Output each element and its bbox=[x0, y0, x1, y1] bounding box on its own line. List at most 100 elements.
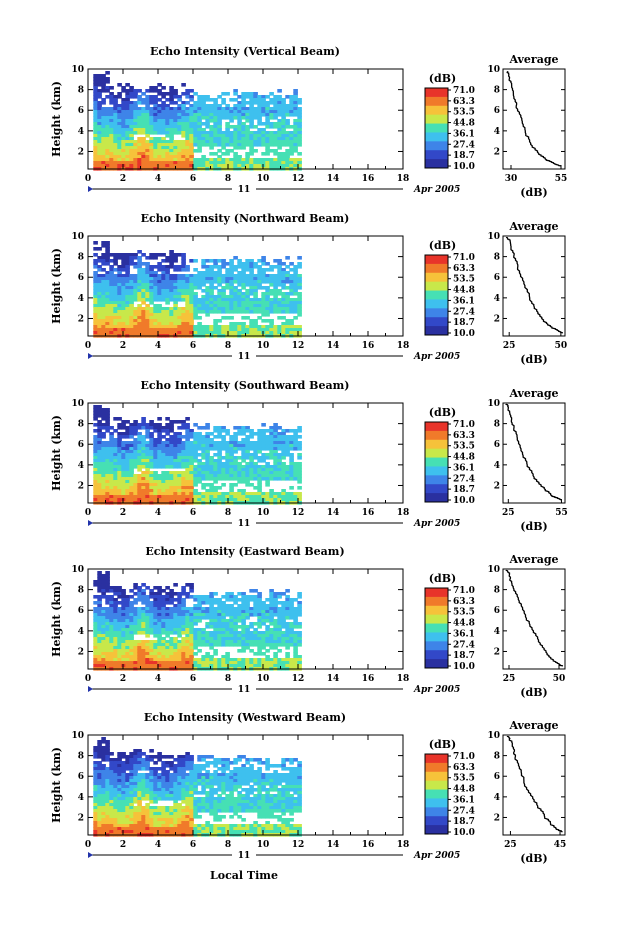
colorbar-tick-label: 10.0 bbox=[453, 329, 475, 339]
y-tick-label: 10 bbox=[71, 399, 84, 409]
x-tick-label: 18 bbox=[397, 174, 410, 184]
colorbar-swatch bbox=[425, 588, 448, 598]
x-tick-label: 2 bbox=[120, 674, 126, 684]
average-profile-plot: Average 2 4 6 8 10 25 50 (dB) bbox=[487, 553, 566, 699]
date-label: 11 bbox=[238, 851, 251, 861]
avg-y-tick-label: 4 bbox=[494, 627, 500, 637]
colorbar-tick-label: 44.8 bbox=[453, 785, 475, 795]
colorbar-swatch bbox=[425, 771, 448, 782]
x-tick-label: 10 bbox=[257, 840, 270, 850]
colorbar-swatch bbox=[425, 780, 448, 791]
panel-3: 0 2 4 6 8 10 12 14 16 18 2 4 6 8 10 Echo Intensity (Sou… bbox=[50, 379, 568, 533]
x-tick-label: 8 bbox=[225, 674, 231, 684]
avg-y-tick-label: 4 bbox=[494, 461, 500, 471]
y-tick-label: 10 bbox=[71, 731, 84, 741]
colorbar-tick-label: 63.3 bbox=[453, 264, 475, 274]
date-marker bbox=[88, 186, 93, 192]
colorbar-swatch bbox=[425, 475, 448, 485]
colorbar-swatch bbox=[425, 754, 448, 764]
avg-y-tick-label: 6 bbox=[494, 106, 500, 116]
x-tick-label: 2 bbox=[120, 840, 126, 850]
colorbar-swatch bbox=[425, 132, 448, 142]
y-tick-label: 6 bbox=[78, 440, 84, 450]
x-tick-label: 8 bbox=[225, 174, 231, 184]
x-tick-label: 0 bbox=[85, 674, 91, 684]
x-tick-label: 2 bbox=[120, 508, 126, 518]
average-profile-plot: Average 2 4 6 8 10 25 55 (dB) bbox=[487, 387, 567, 533]
average-title: Average bbox=[508, 220, 558, 233]
average-frame bbox=[502, 68, 566, 170]
average-profile-line bbox=[505, 569, 564, 667]
x-tick-label: 14 bbox=[327, 674, 340, 684]
x-tick-label: 16 bbox=[362, 508, 375, 518]
colorbar-frame bbox=[424, 587, 449, 669]
y-tick-label: 2 bbox=[78, 481, 84, 491]
x-tick-label: 8 bbox=[225, 508, 231, 518]
colorbar-swatch bbox=[425, 159, 448, 169]
colorbar-tick-label: 71.0 bbox=[453, 253, 475, 263]
average-frame bbox=[502, 235, 566, 337]
date-suffix: Apr 2005 bbox=[413, 851, 460, 861]
panel-4: 0 2 4 6 8 10 12 14 16 18 2 4 6 8 10 Echo Intensity (Eas… bbox=[50, 545, 566, 699]
colorbar-tick-label: 18.7 bbox=[453, 318, 475, 328]
average-title: Average bbox=[508, 553, 558, 566]
y-axis-label: Height (km) bbox=[50, 248, 63, 324]
colorbar-tick-label: 53.5 bbox=[453, 275, 475, 285]
average-profile-plot: Average 2 4 6 8 10 25 45 (dB) bbox=[487, 719, 566, 865]
colorbar-swatch bbox=[425, 308, 448, 318]
average-profile-plot: Average 2 4 6 8 10 25 50 (dB) bbox=[487, 220, 567, 366]
colorbar-tick-label: 36.1 bbox=[453, 129, 475, 139]
colorbar-tick-label: 27.4 bbox=[453, 307, 475, 317]
y-tick-label: 2 bbox=[78, 813, 84, 823]
x-tick-label: 16 bbox=[362, 840, 375, 850]
colorbar-swatch bbox=[425, 272, 448, 283]
x-axis-label: Local Time bbox=[210, 869, 278, 882]
date-suffix: Apr 2005 bbox=[413, 685, 460, 695]
avg-y-tick-label: 8 bbox=[494, 420, 500, 430]
colorbar-swatch bbox=[425, 596, 448, 607]
average-frame bbox=[502, 402, 566, 504]
avg-y-tick-label: 10 bbox=[487, 399, 500, 409]
average-profile-plot: Average 2 4 6 8 10 30 55 (dB) bbox=[487, 53, 567, 199]
panel-title: Echo Intensity (Vertical Beam) bbox=[150, 45, 340, 58]
average-frame bbox=[502, 734, 566, 836]
avg-x-tick-label: 45 bbox=[554, 840, 567, 850]
x-tick-label: 16 bbox=[362, 174, 375, 184]
avg-y-tick-label: 2 bbox=[494, 147, 500, 157]
date-label: 11 bbox=[238, 352, 251, 362]
avg-x-tick-label: 25 bbox=[502, 508, 515, 518]
y-tick-label: 10 bbox=[71, 232, 84, 242]
colorbar-swatch bbox=[425, 123, 448, 133]
y-tick-label: 4 bbox=[78, 461, 84, 471]
avg-x-axis-label: (dB) bbox=[520, 353, 547, 366]
heatmap-field bbox=[93, 405, 302, 505]
y-tick-label: 4 bbox=[78, 627, 84, 637]
date-marker bbox=[88, 686, 93, 692]
colorbar-swatch bbox=[425, 150, 448, 160]
colorbar-swatch bbox=[425, 290, 448, 300]
colorbar-tick-label: 36.1 bbox=[453, 463, 475, 473]
average-title: Average bbox=[508, 719, 558, 732]
colorbar-swatch bbox=[425, 466, 448, 476]
x-tick-label: 10 bbox=[257, 174, 270, 184]
colorbar-swatch bbox=[425, 281, 448, 292]
colorbar-swatch bbox=[425, 762, 448, 773]
x-tick-label: 12 bbox=[292, 674, 305, 684]
y-tick-label: 2 bbox=[78, 647, 84, 657]
colorbar-swatch bbox=[425, 798, 448, 808]
x-tick-label: 4 bbox=[155, 174, 161, 184]
x-tick-label: 4 bbox=[155, 508, 161, 518]
y-axis-label: Height (km) bbox=[50, 581, 63, 657]
avg-y-tick-label: 8 bbox=[494, 86, 500, 96]
avg-x-axis-label: (dB) bbox=[520, 686, 547, 699]
colorbar-swatch bbox=[425, 430, 448, 441]
colorbar-tick-label: 10.0 bbox=[453, 828, 475, 838]
colorbar-label: (dB) bbox=[429, 738, 456, 751]
colorbar-swatch bbox=[425, 659, 448, 669]
panel-title: Echo Intensity (Southward Beam) bbox=[141, 379, 350, 392]
colorbar-swatch bbox=[425, 448, 448, 459]
x-tick-label: 4 bbox=[155, 674, 161, 684]
colorbar-tick-label: 44.8 bbox=[453, 286, 475, 296]
date-label: 11 bbox=[238, 685, 251, 695]
colorbar-swatch bbox=[425, 439, 448, 450]
